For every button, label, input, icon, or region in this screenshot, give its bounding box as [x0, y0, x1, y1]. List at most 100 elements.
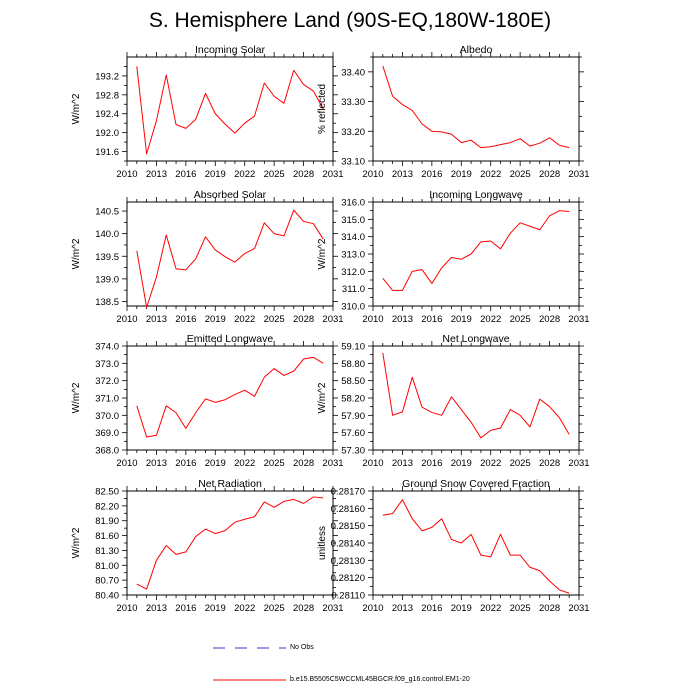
x-tick-label: 2031	[568, 603, 589, 614]
y-tick-label: 139.0	[95, 274, 119, 285]
y-tick-label: 374.0	[95, 342, 119, 353]
x-tick-label: 2028	[293, 314, 314, 325]
x-tick-label: 2028	[539, 169, 560, 180]
chart-panel-incoming-longwave: 2010 2013 2016 2019 2022 2025 2028 2031310.0311…	[317, 189, 590, 325]
y-tick-label: 80.40	[95, 591, 119, 602]
y-axis-label: W/m^2	[71, 93, 82, 124]
x-tick-label: 2010	[116, 603, 137, 614]
x-tick-label: 2016	[175, 314, 196, 325]
y-tick-label: 139.5	[95, 252, 119, 263]
panel-title: Emitted Longwave	[187, 333, 274, 345]
y-tick-label: 369.0	[95, 428, 119, 439]
x-tick-label: 2010	[116, 169, 137, 180]
y-tick-label: 140.5	[95, 207, 119, 218]
x-tick-label: 2025	[510, 603, 531, 614]
x-tick-label: 2022	[234, 458, 255, 469]
y-tick-label: 57.30	[341, 446, 365, 457]
y-tick-label: 80.70	[95, 576, 119, 587]
x-tick-label: 2019	[205, 603, 226, 614]
x-tick-label: 2028	[539, 603, 560, 614]
y-tick-label: 0.28160	[331, 504, 365, 515]
y-tick-label: 0.28120	[331, 573, 365, 584]
chart-panel-net-longwave: 2010 2013 2016 2019 2022 2025 2028 203157.3057.…	[317, 333, 590, 469]
x-tick-label: 2025	[264, 169, 285, 180]
panel-title: Absorbed Solar	[194, 189, 267, 201]
y-tick-label: 314.0	[341, 232, 365, 243]
x-tick-label: 2010	[362, 603, 383, 614]
x-tick-label: 2028	[539, 458, 560, 469]
x-tick-label: 2010	[362, 314, 383, 325]
chart-panel-ground-snow-covered-fraction: 2010 2013 2016 2019 2022 2025 2028 20310.281100…	[317, 478, 590, 614]
y-tick-label: 58.80	[341, 359, 365, 370]
y-axis-label: % reflected	[317, 84, 328, 134]
plot-frame	[372, 56, 580, 162]
x-tick-label: 2010	[362, 169, 383, 180]
y-tick-label: 33.10	[341, 157, 365, 168]
y-axis-label: W/m^2	[317, 382, 328, 413]
x-tick-label: 2010	[362, 458, 383, 469]
y-tick-label: 0.28170	[331, 487, 365, 498]
x-tick-label: 2013	[392, 314, 413, 325]
x-tick-label: 2022	[480, 458, 501, 469]
y-tick-label: 81.90	[95, 516, 119, 527]
chart-panel-absorbed-solar: 2010 2013 2016 2019 2022 2025 2028 2031 138.5 139…	[71, 189, 344, 325]
panel-title: Ground Snow Covered Fraction	[402, 478, 550, 490]
y-tick-label: 311.0	[342, 284, 365, 295]
x-tick-label: 2010	[116, 314, 137, 325]
x-tick-label: 2022	[480, 169, 501, 180]
y-tick-label: 316.0	[341, 198, 365, 209]
panel-title: Net Radiation	[198, 478, 262, 490]
y-tick-label: 33.40	[341, 67, 365, 78]
x-tick-label: 2013	[392, 458, 413, 469]
x-tick-label: 2028	[293, 603, 314, 614]
x-tick-label: 2010	[116, 458, 137, 469]
series-line	[136, 496, 324, 590]
y-tick-label: 33.20	[341, 127, 365, 138]
x-tick-label: 2019	[451, 314, 472, 325]
y-tick-label: 58.20	[341, 394, 365, 405]
x-tick-label: 2016	[421, 603, 442, 614]
y-axis-label: W/m^2	[317, 238, 328, 269]
y-axis-label: W/m^2	[71, 382, 82, 413]
series-line	[382, 499, 570, 594]
y-tick-label: 0.28130	[331, 556, 365, 567]
y-tick-label: 191.6	[95, 147, 119, 158]
y-tick-label: 370.0	[95, 411, 119, 422]
x-tick-label: 2016	[175, 603, 196, 614]
x-tick-label: 2025	[264, 458, 285, 469]
y-tick-label: 81.60	[95, 531, 119, 542]
y-tick-label: 310.0	[341, 302, 365, 313]
x-tick-label: 2022	[480, 314, 501, 325]
x-tick-label: 2028	[293, 458, 314, 469]
y-tick-label: 82.50	[95, 487, 119, 498]
chart-panel-net-radiation: 2010 2013 2016 2019 2022 2025 2028 2031 80.40 80.…	[71, 478, 344, 614]
y-tick-label: 0.28140	[331, 539, 365, 550]
panel-title: Net Longwave	[442, 333, 509, 345]
x-tick-label: 2031	[568, 314, 589, 325]
x-tick-label: 2019	[451, 458, 472, 469]
panel-title: Incoming Longwave	[429, 189, 523, 201]
x-tick-label: 2031	[322, 169, 343, 180]
panel-title: Incoming Solar	[195, 44, 266, 56]
y-tick-label: 140.0	[95, 229, 119, 240]
y-tick-label: 192.8	[95, 90, 119, 101]
y-tick-label: 192.0	[95, 128, 119, 139]
y-axis-label: W/m^2	[71, 238, 82, 269]
x-tick-label: 2025	[510, 458, 531, 469]
x-tick-label: 2031	[322, 603, 343, 614]
x-tick-label: 2016	[175, 458, 196, 469]
chart-panel-emitted-longwave: 2010 2013 2016 2019 2022 2025 2028 2031 368.0 369…	[71, 333, 344, 469]
y-tick-label: 82.20	[95, 501, 119, 512]
x-tick-label: 2025	[510, 169, 531, 180]
chart-panel-albedo: 2010 2013 2016 2019 2022 2025 2028 203133.1033.…	[317, 44, 590, 180]
x-tick-label: 2022	[480, 603, 501, 614]
x-tick-label: 2031	[322, 458, 343, 469]
series-line	[382, 352, 570, 439]
series-line	[136, 356, 324, 438]
y-tick-label: 59.10	[341, 342, 365, 353]
y-tick-label: 57.90	[341, 411, 365, 422]
y-tick-label: 371.0	[95, 394, 119, 405]
y-tick-label: 368.0	[95, 446, 119, 457]
x-tick-label: 2013	[146, 314, 167, 325]
